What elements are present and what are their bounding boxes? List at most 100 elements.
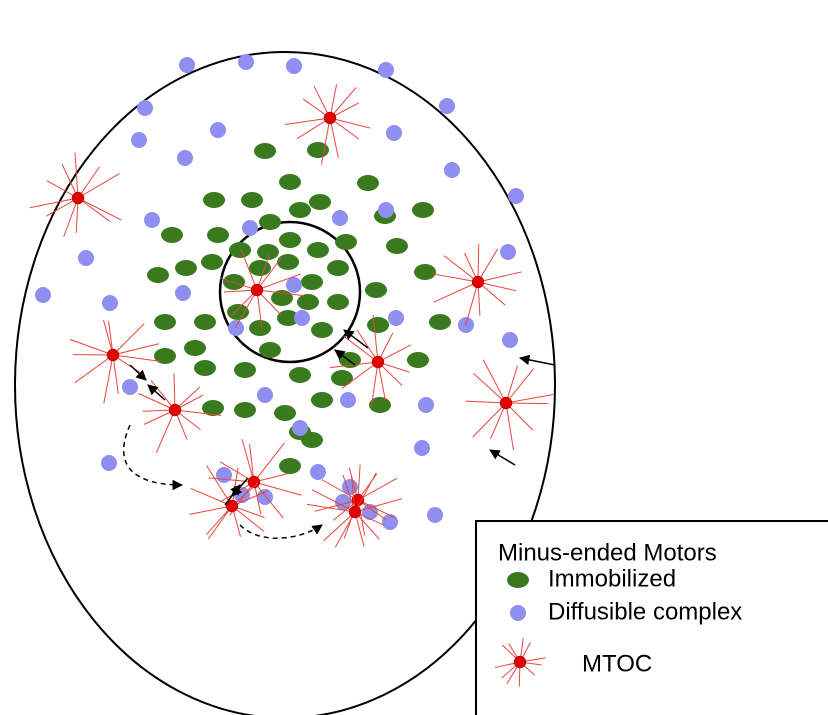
diffusible-complex — [210, 122, 226, 138]
microtubule — [113, 324, 144, 355]
immobilized-motor — [201, 254, 223, 270]
diagram: Minus-ended Motors Immobilized Diffusibl… — [0, 0, 828, 715]
immobilized-motor — [223, 274, 245, 290]
diffusible-complex — [427, 507, 443, 523]
diffusible-complex — [238, 54, 254, 70]
arrow — [490, 450, 515, 465]
diffusible-complex — [386, 125, 402, 141]
immobilized-motor — [194, 314, 216, 330]
diffusible-complex — [388, 310, 404, 326]
mtoc-center — [472, 276, 484, 288]
microtubule — [506, 369, 534, 403]
diffusible-complex — [444, 162, 460, 178]
immobilized-motor — [277, 254, 299, 270]
arrow — [130, 365, 146, 380]
diffusible-complex — [242, 220, 258, 236]
immobilized-motor — [309, 194, 331, 210]
diffusible-complex — [439, 98, 455, 114]
immobilized-motor — [234, 402, 256, 418]
diffusible-complex — [292, 420, 308, 436]
immobilized-motor — [279, 174, 301, 190]
immobilized-motor — [386, 238, 408, 254]
diffusible-complex — [382, 514, 398, 530]
microtubule — [254, 443, 284, 482]
microtubule — [506, 395, 553, 403]
microtubule — [474, 374, 506, 403]
mtoc — [30, 153, 122, 237]
immobilized-motor — [414, 264, 436, 280]
immobilized-motor — [279, 458, 301, 474]
immobilized-motor — [311, 392, 333, 408]
microtubule — [473, 403, 506, 437]
diffusible-complex — [101, 455, 117, 471]
immobilized-motor — [327, 260, 349, 276]
immobilized-motor — [331, 370, 353, 386]
diffusible-complex — [378, 62, 394, 78]
mtoc-center — [349, 506, 361, 518]
microtubule — [432, 274, 478, 282]
diffusible-complex — [418, 397, 434, 413]
diffusible-complex — [175, 285, 191, 301]
diffusible-complex — [508, 188, 524, 204]
particles — [35, 54, 524, 530]
mtoc-center — [514, 656, 526, 668]
diffusible-complex — [228, 320, 244, 336]
mtoc-center — [72, 192, 84, 204]
immobilized-motor — [311, 322, 333, 338]
diffusible-complex — [378, 202, 394, 218]
diffusible-complex — [500, 244, 516, 260]
microtubule — [321, 118, 330, 165]
immobilized-motor — [407, 352, 429, 368]
immobilized-motor — [184, 340, 206, 356]
legend-label: Diffusible complex — [548, 598, 742, 625]
microtubule — [113, 344, 159, 355]
microtubule — [433, 282, 478, 302]
diffusible-complex — [78, 250, 94, 266]
immobilized-motor — [259, 214, 281, 230]
diffusible-complex — [35, 287, 51, 303]
diffusible-complex — [332, 210, 348, 226]
diffusible-complex — [502, 332, 518, 348]
diffusible-complex — [414, 440, 430, 456]
immobilized-motor — [289, 202, 311, 218]
dashed-arrow — [124, 425, 182, 485]
immobilized-motor — [301, 274, 323, 290]
immobilized-motor — [254, 143, 276, 159]
diffusible-complex — [137, 100, 153, 116]
microtubule — [358, 478, 397, 500]
immobilized-motor — [175, 260, 197, 276]
diffusible-complex — [286, 58, 302, 74]
mtoc-center — [500, 397, 512, 409]
microtubule — [483, 360, 506, 403]
immobilized-motor — [357, 175, 379, 191]
immobilized-motor — [367, 317, 389, 333]
diffusible-complex — [144, 212, 160, 228]
microtubule — [30, 198, 78, 208]
dashed-arrow — [240, 525, 322, 538]
immobilized-motor — [249, 320, 271, 336]
legend-swatch — [507, 572, 529, 588]
immobilized-motor — [429, 314, 451, 330]
cell-boundary — [15, 52, 555, 715]
immobilized-motor — [259, 342, 281, 358]
diffusible-complex — [294, 310, 310, 326]
immobilized-motor — [194, 360, 216, 376]
immobilized-motor — [203, 192, 225, 208]
mtoc — [466, 360, 554, 450]
microtubule — [78, 174, 120, 198]
mtoc-center — [251, 284, 263, 296]
diffusible-complex — [177, 150, 193, 166]
microtubule — [104, 355, 113, 403]
microtubule — [75, 355, 113, 383]
immobilized-motor — [227, 304, 249, 320]
microtubule — [70, 339, 113, 355]
immobilized-motor — [412, 202, 434, 218]
immobilized-motor — [154, 348, 176, 364]
diffusible-complex — [122, 379, 138, 395]
diffusible-complex — [131, 132, 147, 148]
diffusible-complex — [257, 387, 273, 403]
mtoc-center — [324, 112, 336, 124]
diffusible-complex — [216, 467, 232, 483]
microtubule — [285, 118, 330, 125]
diffusible-complex — [310, 464, 326, 480]
